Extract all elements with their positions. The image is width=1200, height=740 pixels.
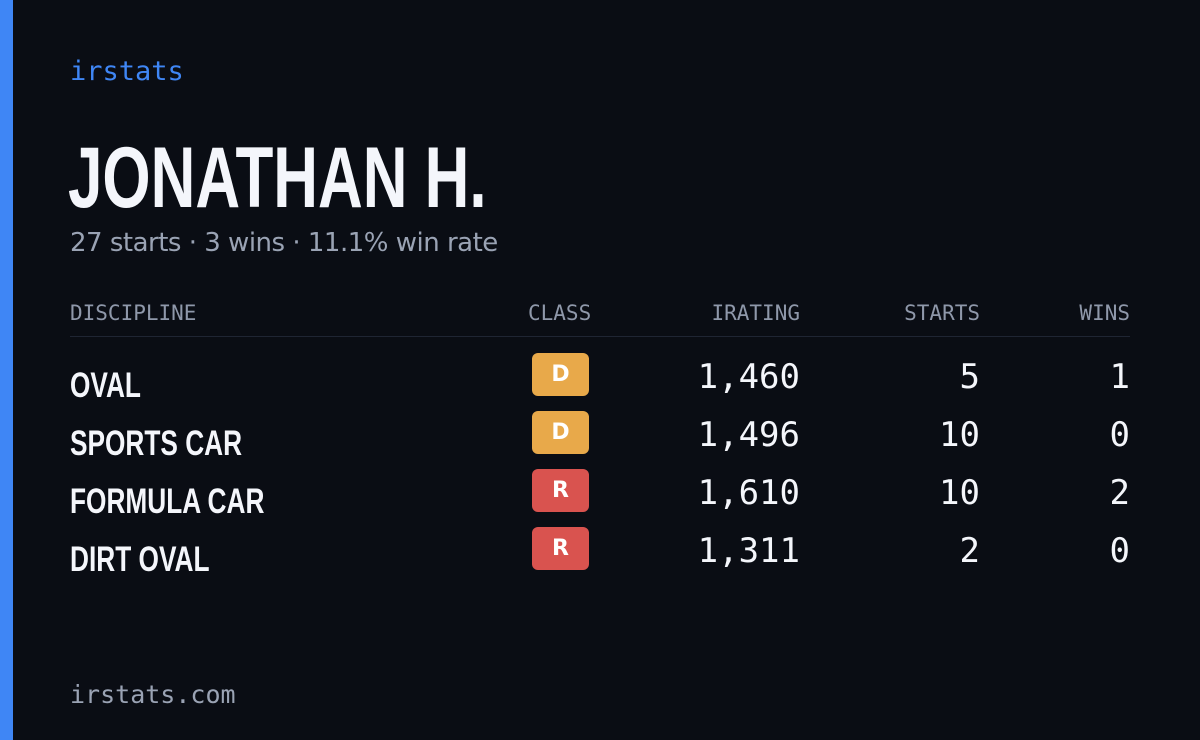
table-body: OVAL D 1,460 5 1 SPORTS CAR D 1,496 10 0… — [70, 353, 1130, 585]
starts-value: 5 — [959, 357, 980, 397]
driver-summary: 27 starts · 3 wins · 11.1% win rate — [70, 228, 498, 258]
discipline-name: OVAL — [70, 366, 141, 405]
header-discipline: DISCIPLINE — [70, 301, 197, 325]
table-header: DISCIPLINE CLASS IRATING STARTS WINS — [70, 298, 1130, 337]
class-badge: D — [532, 353, 589, 396]
discipline-name: DIRT OVAL — [70, 540, 210, 579]
stats-table: DISCIPLINE CLASS IRATING STARTS WINS OVA… — [70, 298, 1130, 585]
wins-value: 2 — [1109, 473, 1130, 513]
starts-value: 10 — [939, 415, 980, 455]
brand-logo: irstats — [70, 56, 184, 87]
discipline-name: SPORTS CAR — [70, 424, 243, 463]
wins-value: 0 — [1109, 531, 1130, 571]
footer-url: irstats.com — [70, 680, 236, 709]
table-row: FORMULA CAR R 1,610 10 2 — [70, 469, 1130, 527]
class-badge: D — [532, 411, 589, 454]
discipline-name: FORMULA CAR — [70, 482, 265, 521]
driver-name: JONATHAN H. — [68, 130, 487, 226]
starts-value: 10 — [939, 473, 980, 513]
class-badge: R — [532, 469, 589, 512]
table-row: SPORTS CAR D 1,496 10 0 — [70, 411, 1130, 469]
header-irating: IRATING — [711, 301, 800, 325]
header-class: CLASS — [528, 301, 592, 325]
accent-bar — [0, 0, 13, 740]
irating-value: 1,610 — [697, 473, 800, 513]
wins-value: 0 — [1109, 415, 1130, 455]
starts-value: 2 — [959, 531, 980, 571]
table-row: OVAL D 1,460 5 1 — [70, 353, 1130, 411]
irating-value: 1,460 — [697, 357, 800, 397]
irating-value: 1,496 — [697, 415, 800, 455]
wins-value: 1 — [1109, 357, 1130, 397]
irating-value: 1,311 — [697, 531, 800, 571]
header-wins: WINS — [1079, 301, 1130, 325]
class-badge: R — [532, 527, 589, 570]
table-row: DIRT OVAL R 1,311 2 0 — [70, 527, 1130, 585]
header-starts: STARTS — [904, 301, 980, 325]
